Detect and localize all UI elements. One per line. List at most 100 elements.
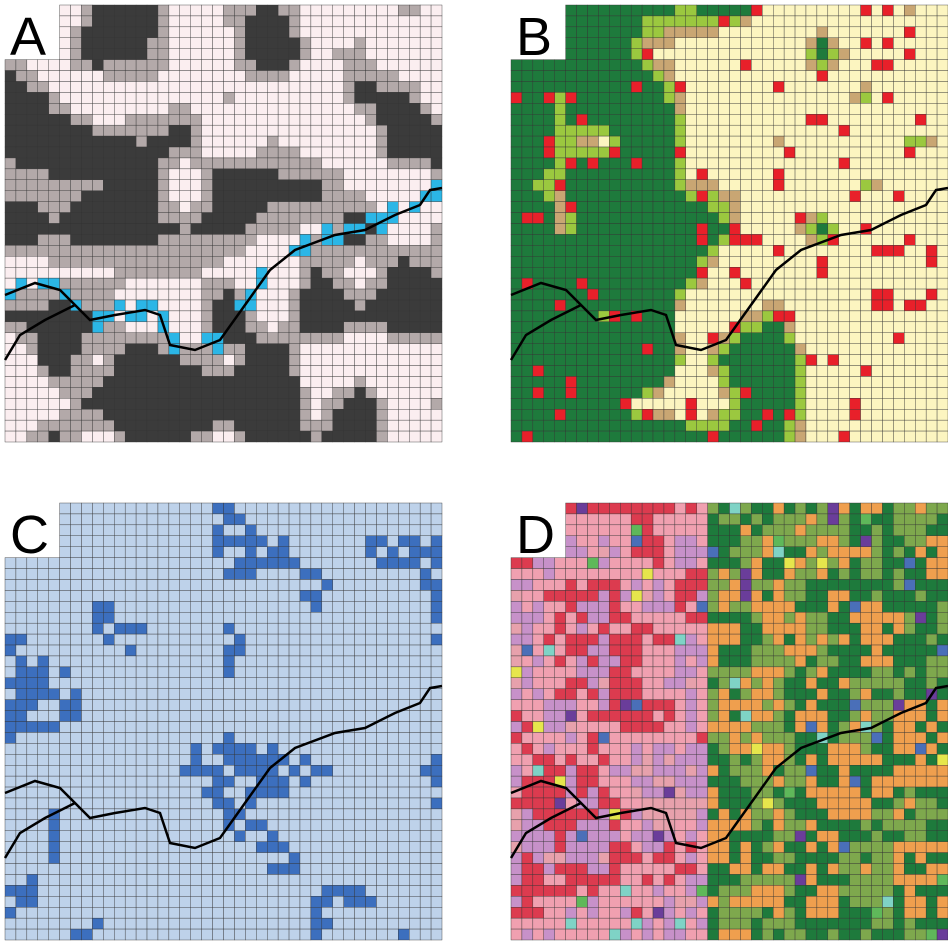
grid-cell [431, 874, 442, 885]
grid-cell [817, 16, 828, 27]
grid-cell [730, 409, 741, 420]
grid-cell [533, 180, 544, 191]
panel-c [5, 503, 442, 940]
grid-cell [16, 224, 27, 235]
grid-cell [16, 656, 27, 667]
grid-cell [366, 601, 377, 612]
grid-cell [147, 224, 158, 235]
grid-cell [431, 864, 442, 875]
grid-cell [355, 569, 366, 580]
grid-cell [267, 634, 278, 645]
grid-cell [409, 38, 420, 49]
grid-cell [409, 809, 420, 820]
grid-cell [49, 158, 60, 169]
grid-cell [751, 136, 762, 147]
grid-cell [114, 601, 125, 612]
grid-cell [81, 180, 92, 191]
grid-cell [224, 623, 235, 634]
grid-cell [114, 831, 125, 842]
grid-cell [566, 514, 577, 525]
grid-cell [49, 579, 60, 590]
grid-cell [256, 71, 267, 82]
grid-cell [609, 60, 620, 71]
grid-cell [631, 536, 642, 547]
grid-cell [180, 514, 191, 525]
grid-cell [511, 114, 522, 125]
grid-cell [719, 213, 730, 224]
grid-cell [278, 569, 289, 580]
grid-cell [92, 267, 103, 278]
grid-cell [322, 820, 333, 831]
grid-cell [180, 820, 191, 831]
grid-cell [92, 114, 103, 125]
grid-cell [38, 147, 49, 158]
grid-cell [566, 322, 577, 333]
grid-cell [839, 431, 850, 442]
grid-cell [587, 431, 598, 442]
grid-cell [664, 38, 675, 49]
grid-cell [631, 387, 642, 398]
grid-cell [333, 874, 344, 885]
grid-cell [751, 234, 762, 245]
grid-cell [806, 333, 817, 344]
grid-cell [60, 27, 71, 38]
grid-cell [114, 754, 125, 765]
grid-cell [289, 81, 300, 92]
grid-cell [708, 569, 719, 580]
grid-cell [566, 169, 577, 180]
grid-cell [202, 809, 213, 820]
grid-cell [653, 103, 664, 114]
grid-cell [609, 366, 620, 377]
grid-cell [817, 114, 828, 125]
grid-cell [850, 60, 861, 71]
grid-cell [256, 191, 267, 202]
grid-cell [409, 874, 420, 885]
grid-cell [136, 689, 147, 700]
grid-cell [355, 27, 366, 38]
grid-cell [71, 765, 82, 776]
grid-cell [366, 213, 377, 224]
grid-cell [224, 645, 235, 656]
grid-cell [114, 16, 125, 27]
grid-cell [926, 27, 937, 38]
grid-cell [431, 634, 442, 645]
grid-cell [114, 71, 125, 82]
grid-cell [937, 60, 948, 71]
grid-cell [180, 896, 191, 907]
grid-cell [169, 809, 180, 820]
grid-cell [311, 387, 322, 398]
grid-cell [795, 191, 806, 202]
grid-cell [125, 16, 136, 27]
grid-cell [686, 256, 697, 267]
grid-cell [926, 16, 937, 27]
grid-cell [16, 645, 27, 656]
grid-cell [861, 431, 872, 442]
grid-cell [289, 191, 300, 202]
grid-cell [202, 514, 213, 525]
grid-cell [158, 514, 169, 525]
grid-cell [114, 776, 125, 787]
grid-cell [904, 387, 915, 398]
grid-cell [278, 300, 289, 311]
grid-cell [861, 114, 872, 125]
grid-cell [169, 590, 180, 601]
grid-cell [872, 503, 883, 514]
grid-cell [180, 376, 191, 387]
grid-cell [409, 689, 420, 700]
grid-cell [795, 38, 806, 49]
grid-cell [27, 114, 38, 125]
grid-cell [333, 601, 344, 612]
grid-cell [620, 147, 631, 158]
grid-cell [224, 224, 235, 235]
grid-cell [38, 224, 49, 235]
grid-cell [213, 191, 224, 202]
grid-cell [675, 191, 686, 202]
grid-cell [60, 355, 71, 366]
grid-cell [92, 601, 103, 612]
grid-cell [71, 376, 82, 387]
grid-cell [213, 558, 224, 569]
grid-cell [71, 322, 82, 333]
grid-cell [38, 787, 49, 798]
grid-cell [71, 700, 82, 711]
grid-cell [125, 754, 136, 765]
